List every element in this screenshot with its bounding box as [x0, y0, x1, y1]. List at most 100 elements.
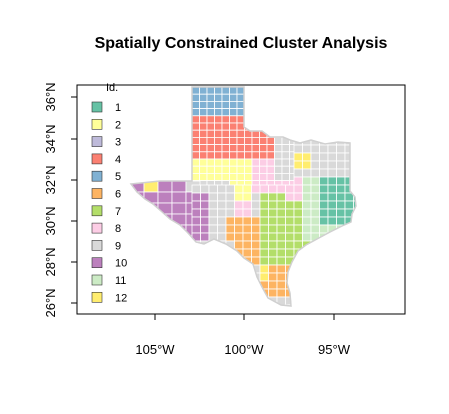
county-cell	[251, 224, 261, 234]
county-cell	[310, 176, 320, 186]
county-cell	[310, 288, 320, 298]
county-cell	[319, 288, 329, 298]
county-cell	[353, 216, 356, 226]
county-cell	[259, 93, 268, 102]
county-cell	[276, 288, 286, 298]
county-cell	[234, 240, 244, 250]
legend-label-3: 3	[115, 137, 121, 149]
county-cell	[353, 168, 356, 178]
county-cell	[289, 87, 298, 95]
county-cell	[251, 172, 260, 181]
county-cell	[221, 172, 230, 181]
county-cell	[217, 224, 227, 234]
county-cell	[327, 272, 337, 282]
county-cell	[234, 280, 244, 290]
county-cell	[214, 151, 223, 160]
county-cell	[225, 224, 235, 234]
county-cell	[143, 224, 159, 237]
legend-label-11: 11	[115, 275, 126, 287]
county-cell	[217, 232, 227, 242]
county-cell	[302, 168, 312, 178]
legend-swatch-3	[91, 136, 103, 147]
county-cell	[191, 122, 200, 131]
county-cell	[244, 144, 253, 153]
county-cell	[268, 248, 278, 258]
county-cell	[251, 296, 261, 306]
legend-label-4: 4	[115, 154, 121, 166]
county-cell	[171, 213, 187, 226]
county-cell	[344, 200, 354, 210]
county-cell	[353, 184, 356, 194]
county-cell	[217, 256, 227, 266]
county-cell	[336, 192, 346, 202]
county-cell	[191, 93, 200, 102]
county-cell	[225, 192, 235, 202]
county-cell	[191, 216, 201, 226]
county-cell	[281, 93, 290, 102]
county-cell	[302, 224, 312, 234]
county-cell	[293, 160, 303, 170]
county-cell	[293, 184, 303, 194]
county-cell	[344, 264, 354, 274]
county-cell	[268, 264, 278, 274]
county-cell	[236, 136, 245, 145]
county-cell	[344, 280, 354, 290]
county-cell	[199, 93, 208, 102]
county-cell	[229, 93, 238, 102]
county-cell	[234, 216, 244, 226]
county-cell	[171, 235, 187, 248]
county-cell	[217, 216, 227, 226]
county-cell	[268, 192, 278, 202]
county-cell	[229, 151, 238, 160]
x-tick-label-100w: 100°W	[224, 342, 264, 357]
county-cell	[229, 165, 238, 174]
county-cell	[208, 240, 218, 250]
county-cell	[259, 192, 269, 202]
county-cell	[214, 158, 223, 167]
county-cell	[302, 280, 312, 290]
county-cell	[251, 87, 260, 95]
county-cell	[191, 151, 200, 160]
county-cell	[208, 280, 218, 290]
y-tick-label-30n: 30°N	[43, 206, 58, 235]
legend-label-9: 9	[115, 240, 121, 252]
county-cell	[200, 192, 210, 202]
county-cell	[251, 288, 261, 298]
county-cell	[191, 288, 201, 298]
county-cell	[251, 93, 260, 102]
county-cell	[208, 304, 218, 306]
county-cell	[310, 224, 320, 234]
county-cell	[302, 288, 312, 298]
county-cell	[191, 304, 201, 306]
county-cell	[259, 272, 269, 282]
county-cell	[281, 115, 290, 124]
county-cell	[285, 224, 295, 234]
county-cell	[234, 200, 244, 210]
county-cell	[206, 165, 215, 174]
county-cell	[242, 192, 252, 202]
county-cell	[289, 101, 298, 110]
county-cell	[236, 151, 245, 160]
county-cell	[302, 208, 312, 218]
county-cell	[268, 288, 278, 298]
county-cell	[191, 208, 201, 218]
county-cell	[251, 151, 260, 160]
county-cell	[353, 248, 356, 258]
county-cell	[344, 224, 354, 234]
county-cell	[214, 93, 223, 102]
county-cell	[225, 296, 235, 306]
county-cell	[310, 304, 320, 306]
county-cell	[244, 172, 253, 181]
county-cell	[274, 172, 283, 181]
county-cell	[268, 240, 278, 250]
county-cell	[236, 165, 245, 174]
legend-label-5: 5	[115, 171, 121, 183]
county-cell	[191, 172, 200, 181]
county-cell	[276, 224, 286, 234]
texas-map	[129, 86, 357, 307]
y-tick-label-36n: 36°N	[43, 82, 58, 111]
county-cell	[259, 87, 268, 95]
county-cell	[191, 165, 200, 174]
county-cell	[229, 101, 238, 110]
